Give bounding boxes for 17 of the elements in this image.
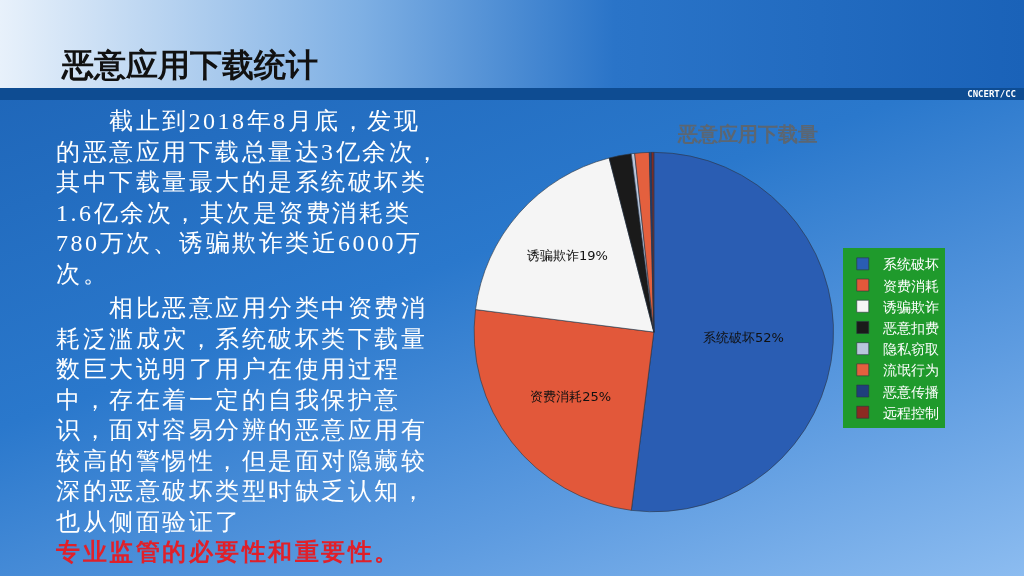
legend-label: 远程控制 bbox=[882, 404, 939, 421]
text: 专业监管的必要性和重要性。 bbox=[56, 538, 401, 567]
legend-label: 系统破坏 bbox=[882, 256, 939, 273]
text: 相比恶意应用分类中资费消耗泛滥成灾，系统破坏类下载量数巨大说明了用户在使用过程中，存在着一定的自我保护意识，面对容易分辨的恶意应用有较高的警惕性，但是面对隐藏较深的恶意破坏类型时缺乏认知，也从侧面验证了 bbox=[56, 294, 428, 537]
legend-label: 资费消耗 bbox=[882, 277, 939, 294]
text: 恶意应用下载统计 bbox=[62, 45, 318, 86]
text: 截止到2018年8月底，发现的恶意应用下载总量达3亿余次，其中下载量最大的是系统破坏类1.6亿余次，其次是资费消耗类780万次、诱骗欺诈类近6000万次。 bbox=[56, 107, 443, 289]
text: CNCERT/CC bbox=[967, 89, 1016, 99]
legend-label: 诱骗欺诈 bbox=[882, 298, 939, 315]
legend-label: 隐私窃取 bbox=[882, 341, 939, 358]
data-label: 诱骗欺诈19% bbox=[527, 248, 608, 264]
legend-label: 流氓行为 bbox=[882, 362, 939, 379]
legend-label: 恶意扣费 bbox=[881, 319, 939, 336]
chart-title: 恶意应用下载量 bbox=[676, 121, 818, 146]
legend-label: 恶意传播 bbox=[881, 383, 939, 400]
data-label: 系统破坏52% bbox=[703, 330, 784, 346]
data-label: 资费消耗25% bbox=[530, 389, 612, 405]
